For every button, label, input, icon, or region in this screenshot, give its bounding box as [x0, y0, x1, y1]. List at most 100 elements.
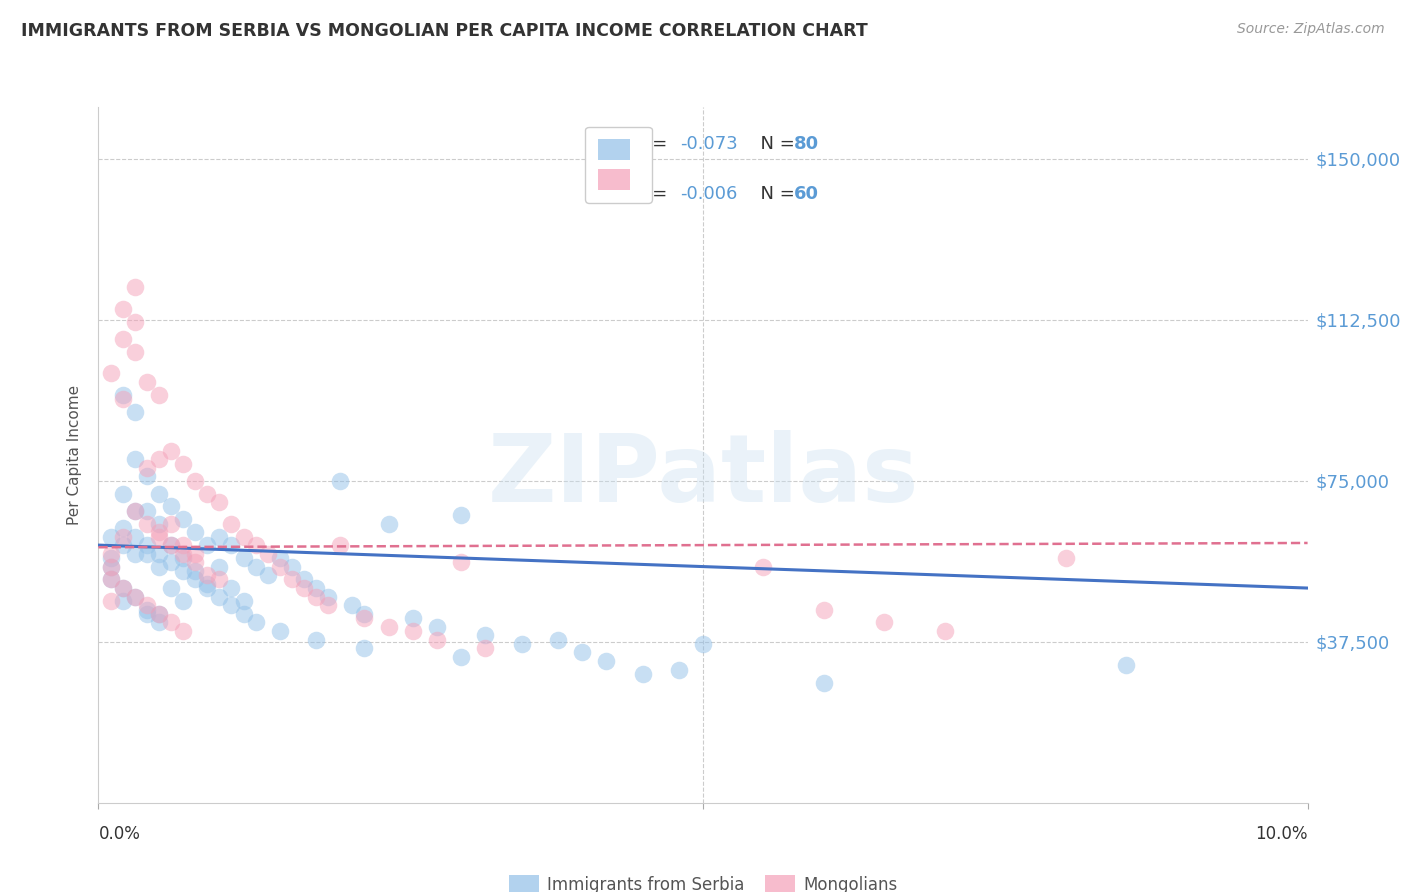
Point	[160, 615, 183, 630]
Point	[135, 607, 157, 621]
Point	[208, 590, 231, 604]
Point	[195, 576, 218, 591]
Point	[100, 559, 122, 574]
Point	[124, 590, 146, 604]
Point	[195, 538, 218, 552]
Point	[292, 573, 315, 587]
Point	[111, 388, 134, 402]
Point	[195, 486, 218, 500]
Point	[148, 486, 170, 500]
Point	[148, 516, 170, 531]
Point	[221, 538, 243, 552]
Point	[305, 590, 328, 604]
Text: N =: N =	[749, 135, 800, 153]
Point	[124, 590, 146, 604]
Point	[172, 551, 194, 566]
Point	[100, 529, 122, 543]
Point	[269, 624, 291, 638]
Point	[124, 547, 146, 561]
Point	[172, 624, 194, 638]
Point	[450, 649, 472, 664]
Point	[245, 615, 267, 630]
Point	[184, 547, 207, 561]
Text: R =: R =	[634, 135, 673, 153]
Point	[148, 452, 170, 467]
Point	[111, 332, 134, 346]
Point	[184, 564, 207, 578]
Point	[135, 469, 157, 483]
Point	[256, 568, 278, 582]
Point	[353, 607, 375, 621]
Point	[172, 457, 194, 471]
Point	[474, 641, 496, 656]
Point	[124, 504, 146, 518]
Point	[269, 551, 291, 566]
Point	[100, 551, 122, 566]
Point	[377, 516, 399, 531]
Point	[172, 594, 194, 608]
Point	[221, 599, 243, 613]
Point	[184, 555, 207, 569]
Point	[160, 516, 183, 531]
Point	[172, 512, 194, 526]
Point	[135, 375, 157, 389]
Text: -0.006: -0.006	[681, 185, 737, 203]
Point	[692, 637, 714, 651]
Point	[148, 615, 170, 630]
Point	[232, 607, 254, 621]
Text: ZIPatlas: ZIPatlas	[488, 430, 918, 522]
Point	[148, 607, 170, 621]
Point	[135, 599, 157, 613]
Legend: Immigrants from Serbia, Mongolians: Immigrants from Serbia, Mongolians	[501, 866, 905, 892]
Point	[668, 663, 690, 677]
Point	[111, 538, 134, 552]
Point	[124, 315, 146, 329]
Point	[148, 607, 170, 621]
Point	[1054, 551, 1077, 566]
Text: 0.0%: 0.0%	[98, 825, 141, 843]
Point	[100, 573, 122, 587]
Point	[221, 516, 243, 531]
Point	[305, 581, 328, 595]
Point	[813, 675, 835, 690]
Point	[281, 559, 304, 574]
Point	[813, 602, 835, 616]
Point	[547, 632, 569, 647]
Point	[342, 599, 364, 613]
Point	[111, 581, 134, 595]
Point	[752, 559, 775, 574]
Point	[111, 581, 134, 595]
Point	[1115, 658, 1137, 673]
Point	[292, 581, 315, 595]
Point	[124, 405, 146, 419]
Point	[232, 551, 254, 566]
Point	[195, 568, 218, 582]
Point	[232, 529, 254, 543]
Text: Source: ZipAtlas.com: Source: ZipAtlas.com	[1237, 22, 1385, 37]
Point	[208, 559, 231, 574]
Point	[160, 443, 183, 458]
Point	[353, 641, 375, 656]
Point	[450, 555, 472, 569]
Point	[160, 555, 183, 569]
Y-axis label: Per Capita Income: Per Capita Income	[67, 384, 83, 525]
Point	[316, 599, 339, 613]
Text: R =: R =	[634, 185, 673, 203]
Point	[281, 573, 304, 587]
Point	[111, 521, 134, 535]
Point	[135, 504, 157, 518]
Point	[256, 547, 278, 561]
Point	[100, 367, 122, 381]
Point	[148, 547, 170, 561]
Text: IMMIGRANTS FROM SERBIA VS MONGOLIAN PER CAPITA INCOME CORRELATION CHART: IMMIGRANTS FROM SERBIA VS MONGOLIAN PER …	[21, 22, 868, 40]
Point	[184, 474, 207, 488]
Text: 80: 80	[793, 135, 818, 153]
Point	[148, 529, 170, 543]
Point	[160, 581, 183, 595]
Point	[316, 590, 339, 604]
Point	[245, 559, 267, 574]
Point	[232, 594, 254, 608]
Point	[172, 564, 194, 578]
Point	[377, 620, 399, 634]
Point	[450, 508, 472, 522]
